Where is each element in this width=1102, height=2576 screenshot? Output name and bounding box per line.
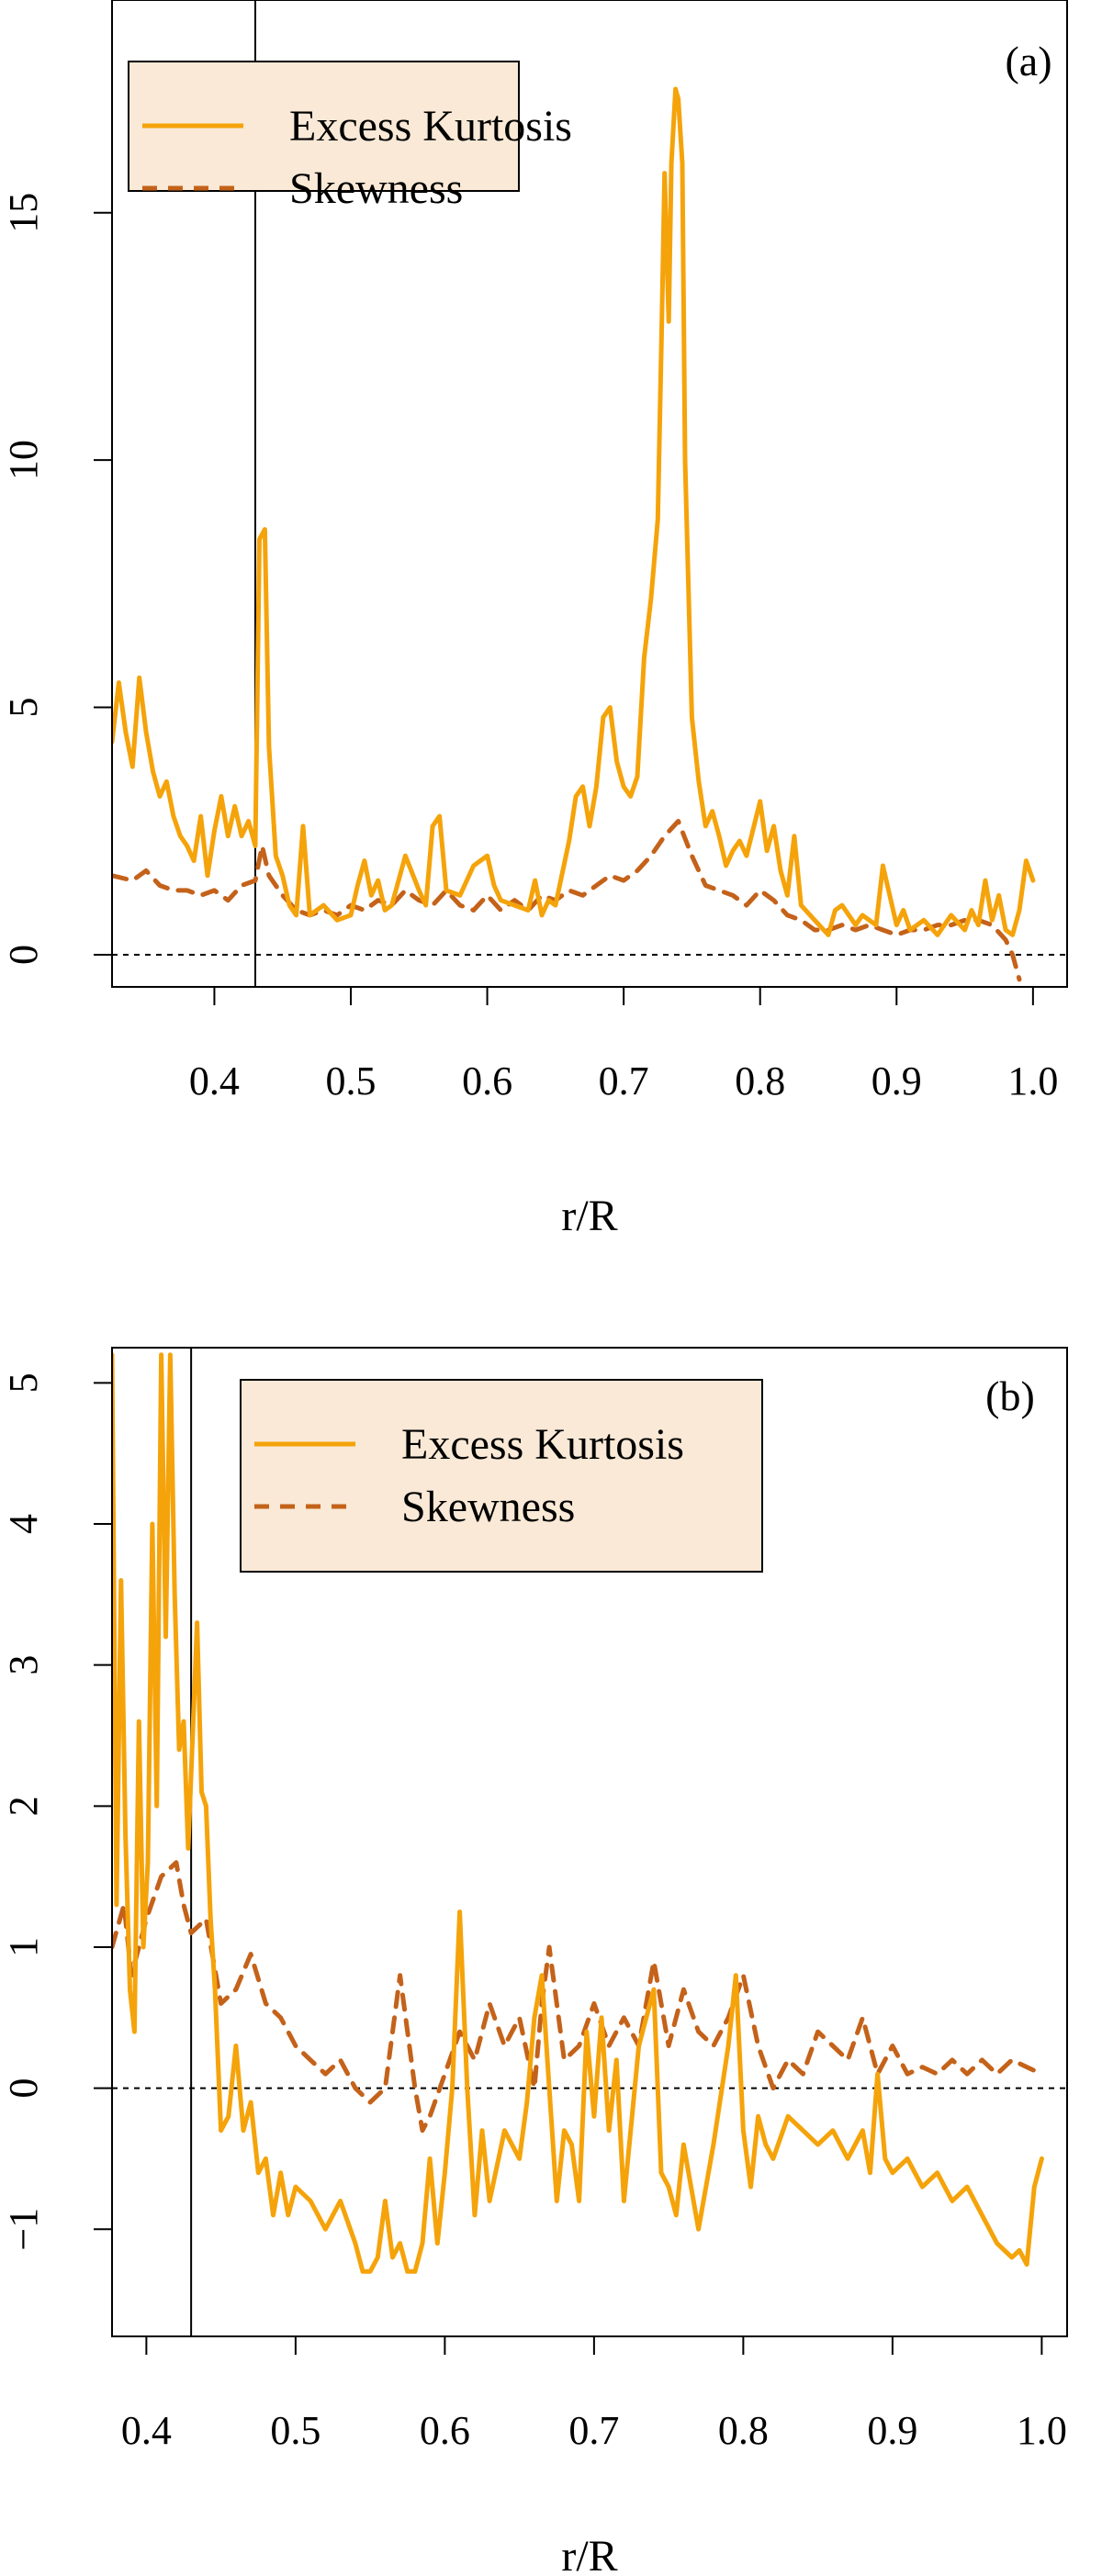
y-tick-label: 5 (1, 698, 46, 718)
panel-a-legend: Excess Kurtosis Skewness (128, 61, 572, 213)
panel-label: (a) (1005, 38, 1051, 84)
x-tick-label: 0.8 (735, 1058, 785, 1103)
kurtosis-series-line (112, 1352, 1044, 2274)
x-tick-label: 0.6 (462, 1058, 512, 1103)
legend-label-skewness: Skewness (401, 1483, 575, 1531)
legend-label-kurtosis: Excess Kurtosis (401, 1420, 684, 1469)
x-tick-label: 0.5 (270, 2408, 320, 2453)
x-tick-label: 0.8 (718, 2408, 769, 2453)
y-tick-label: −1 (1, 2208, 46, 2251)
x-tick-label: 0.5 (326, 1058, 377, 1103)
x-tick-label: 0.9 (871, 1058, 922, 1103)
panel-label: (b) (985, 1372, 1035, 1419)
x-tick-label: 1.0 (1007, 1058, 1058, 1103)
panel-b-plot-layer: 0.4 0.5 0.6 0.7 0.8 0.9 1.0 −1 0 1 2 3 4 5 (1, 1348, 1067, 2453)
x-axis-title: r/R (561, 1192, 617, 1240)
kurtosis-series-line (112, 86, 1036, 937)
skewness-series-line (112, 819, 1022, 982)
y-tick-label: 5 (1, 1372, 46, 1393)
y-tick-label: 3 (1, 1655, 46, 1675)
y-tick-label: 0 (1, 945, 46, 965)
y-tick-label: 0 (1, 2078, 46, 2099)
panel-a: 0.4 0.5 0.6 0.7 0.8 0.9 1.0 0 5 10 15 Excess Kurto… (1, 0, 1068, 1240)
x-tick-label: 1.0 (1017, 2408, 1067, 2453)
legend-label-kurtosis: Excess Kurtosis (289, 102, 572, 151)
panel-a-plot-layer: 0.4 0.5 0.6 0.7 0.8 0.9 1.0 0 5 10 15 (1, 0, 1067, 1103)
y-tick-label: 1 (1, 1937, 46, 1957)
legend-box (240, 1379, 763, 1573)
y-tick-label: 15 (1, 193, 46, 233)
panel-b: 0.4 0.5 0.6 0.7 0.8 0.9 1.0 −1 0 1 2 3 4 5 Excess Kur… (1, 1347, 1068, 2576)
legend-label-skewness: Skewness (289, 164, 463, 213)
skewness-series-line (112, 1860, 1044, 2134)
x-tick-label: 0.7 (568, 2408, 619, 2453)
y-tick-label: 2 (1, 1796, 46, 1816)
x-tick-label: 0.9 (867, 2408, 917, 2453)
y-tick-label: 10 (1, 440, 46, 480)
panel-b-legend: Excess Kurtosis Skewness (240, 1379, 763, 1573)
x-tick-label: 0.6 (420, 2408, 470, 2453)
panel-b-plot-frame (111, 1347, 1068, 2337)
x-axis-title: r/R (561, 2532, 617, 2576)
x-tick-label: 0.4 (189, 1058, 240, 1103)
y-tick-label: 4 (1, 1514, 46, 1534)
x-tick-label: 0.4 (121, 2408, 172, 2453)
panel-a-plot-frame (111, 0, 1068, 988)
x-tick-label: 0.7 (599, 1058, 649, 1103)
